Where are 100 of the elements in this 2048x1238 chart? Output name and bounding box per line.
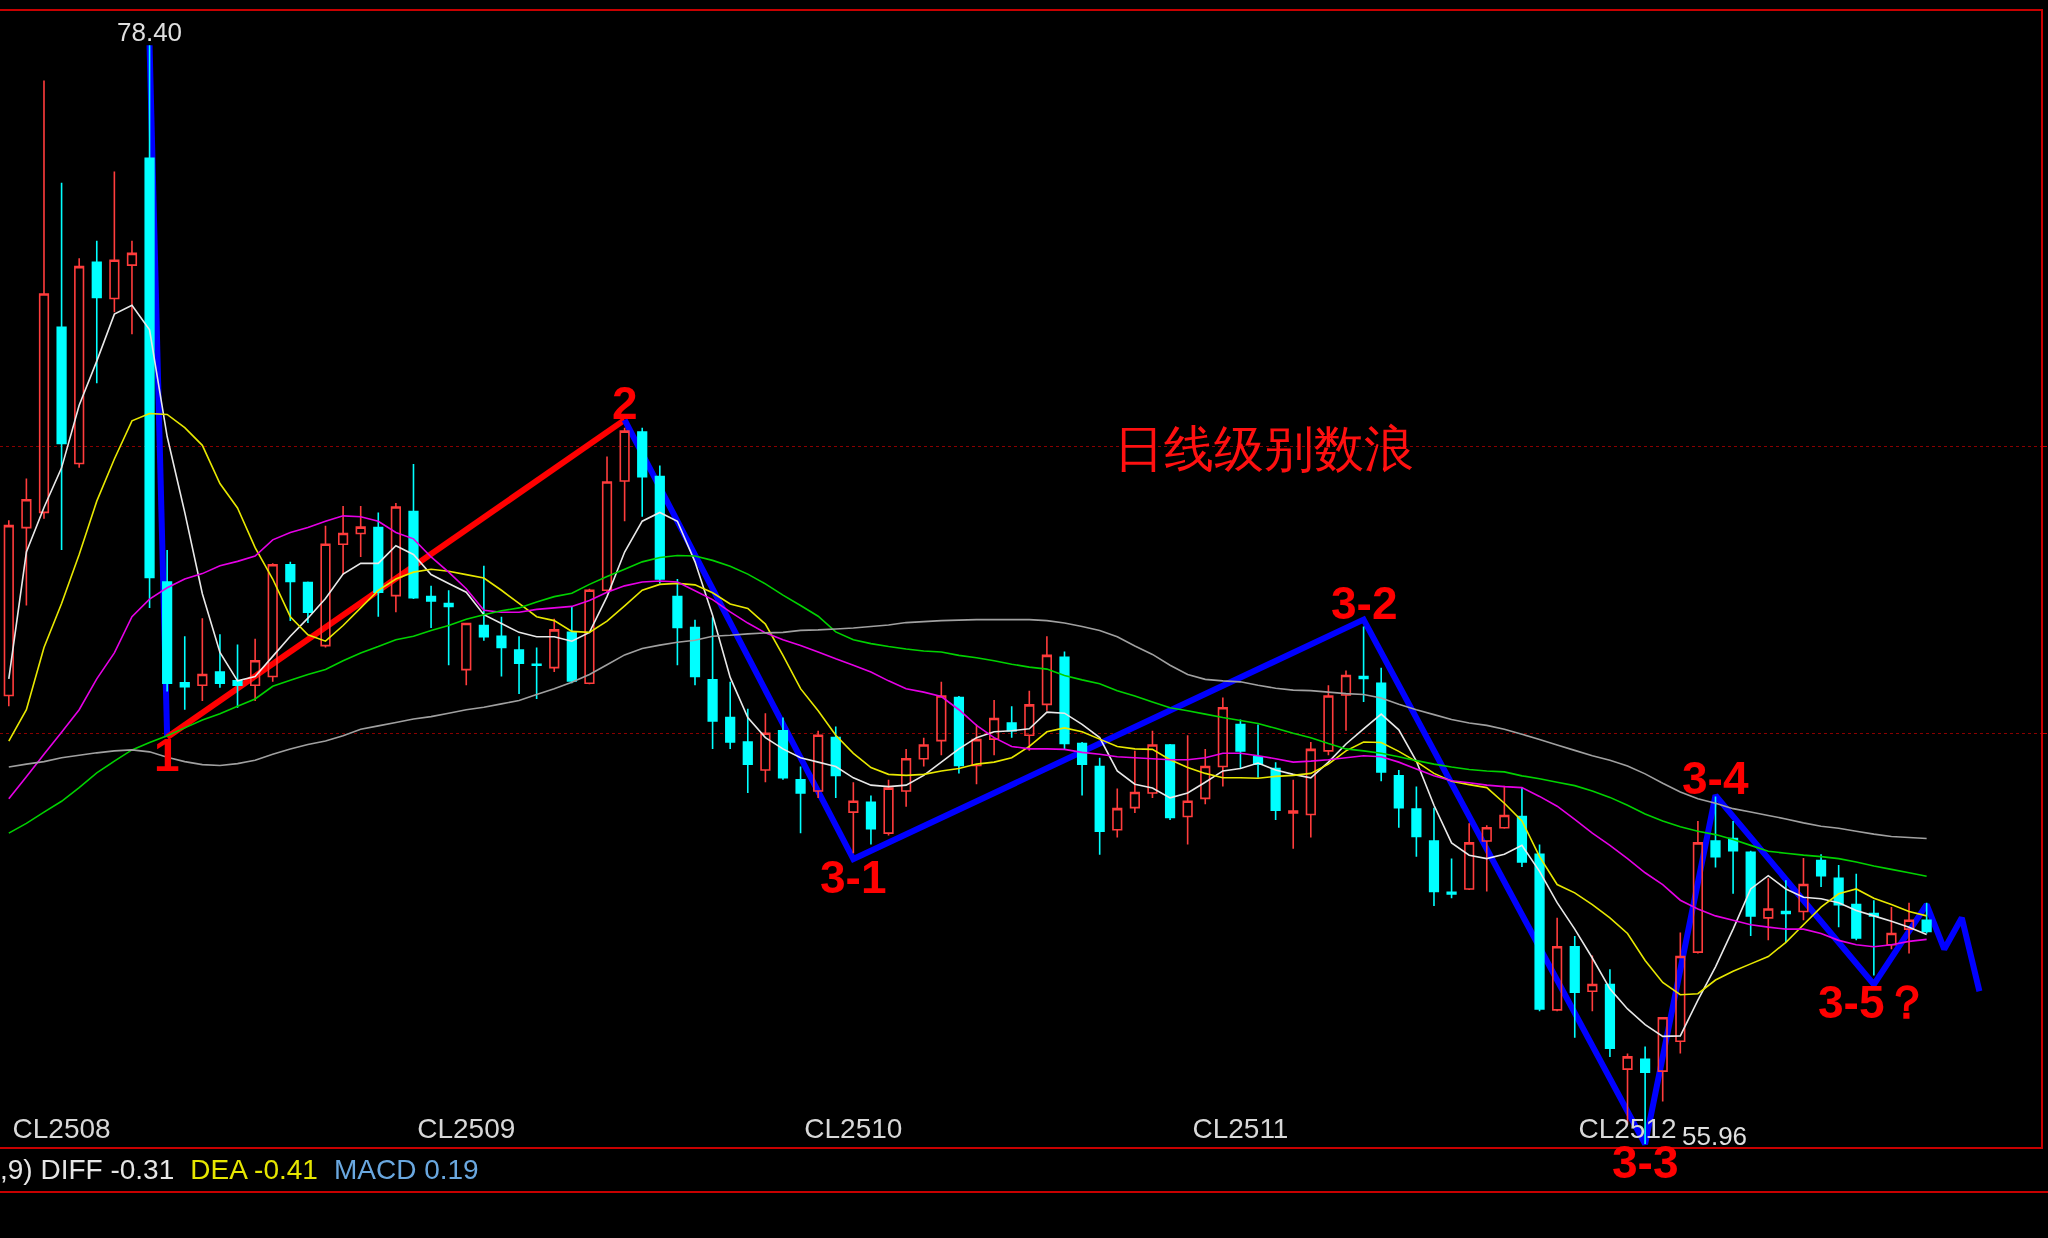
- candlestick: [1041, 635, 1052, 712]
- candlestick: [689, 618, 701, 687]
- x-tick-label: CL2510: [804, 1113, 903, 1144]
- candlestick: [1112, 787, 1123, 839]
- candlestick: [971, 723, 982, 785]
- candlestick: [1534, 843, 1545, 1013]
- candlestick: [1692, 820, 1704, 955]
- candlestick: [953, 695, 965, 775]
- candlestick: [232, 643, 243, 709]
- candlestick: [672, 578, 683, 666]
- candlestick: [777, 716, 789, 781]
- candlestick: [1252, 723, 1264, 779]
- candlestick: [1270, 761, 1281, 821]
- candlestick: [197, 617, 208, 702]
- candlestick: [1164, 743, 1176, 821]
- annotation: 3-5？: [1818, 976, 1931, 1028]
- candlestick: [408, 463, 419, 600]
- candlestick: [601, 455, 613, 594]
- candlestick: [725, 681, 736, 750]
- candlestick: [56, 182, 67, 551]
- candlestick: [443, 589, 454, 666]
- candlestick: [1499, 784, 1510, 830]
- candlestick: [1235, 718, 1246, 770]
- candlestick: [865, 794, 877, 846]
- annotation: 3-2: [1331, 577, 1398, 629]
- annotation: 3-4: [1682, 752, 1749, 804]
- annotation: 2: [612, 377, 638, 429]
- candlestick: [1886, 906, 1897, 950]
- text: 日线级别数浪: [1113, 420, 1414, 477]
- candlestick: [1182, 734, 1193, 846]
- candlestick: [531, 646, 542, 700]
- candlestick: [496, 615, 507, 678]
- candlestick: [1006, 705, 1017, 739]
- candlestick: [1851, 872, 1862, 942]
- candlestick: [320, 524, 331, 649]
- candlestick: [619, 426, 630, 523]
- x-tick-label: CL2511: [1192, 1113, 1289, 1144]
- candlestick: [549, 617, 560, 673]
- candlestick: [1552, 917, 1563, 1013]
- candlestick: [1604, 968, 1616, 1058]
- text: ,9) DIFF -0.31: [0, 1153, 175, 1187]
- candlestick: [1763, 877, 1774, 942]
- candlestick: [1217, 696, 1228, 788]
- candlestick: [1094, 756, 1105, 856]
- candlestick: [795, 765, 806, 834]
- candlestick: [1024, 689, 1035, 752]
- candlestick: [1428, 806, 1440, 907]
- candlestick: [742, 707, 753, 794]
- candlestick: [584, 587, 595, 686]
- candlestick: [1200, 748, 1211, 806]
- candlestick: [901, 748, 912, 808]
- candlestick: [760, 712, 771, 784]
- candlestick: [1446, 857, 1457, 900]
- candlestick: [830, 725, 841, 799]
- candlestick: [1710, 795, 1721, 869]
- candlestick: [654, 464, 665, 585]
- candlestick: [1305, 741, 1316, 839]
- x-tick-label: CL2509: [417, 1113, 516, 1144]
- candlestick: [74, 257, 85, 469]
- candlestick: [373, 511, 384, 618]
- candlestick: [1059, 650, 1070, 750]
- candlestick: [355, 505, 366, 558]
- candlestick: [813, 729, 824, 799]
- candlestick: [918, 736, 929, 768]
- candlestick: [1358, 625, 1369, 703]
- candlestick: [461, 622, 472, 687]
- candlestick: [390, 502, 401, 614]
- candlestick: [91, 239, 102, 384]
- candlestick: [162, 549, 173, 693]
- candlestick: [1147, 729, 1158, 799]
- candlestick: [1903, 901, 1915, 955]
- candlestick: [1587, 954, 1598, 1013]
- candlestick: [38, 79, 50, 520]
- candlestick: [1727, 820, 1739, 895]
- candlestick: [109, 170, 120, 313]
- candlestick: [285, 561, 296, 622]
- candlestick: [337, 505, 349, 576]
- candlestick: [566, 605, 577, 685]
- data-label: 78.40: [117, 17, 183, 47]
- candlestick: [214, 633, 226, 689]
- candlestick: [144, 44, 155, 609]
- candlestick: [1481, 824, 1492, 893]
- candlestick: [707, 616, 718, 750]
- candlestick: [1569, 935, 1580, 1039]
- candlestick: [267, 562, 278, 683]
- candlestick: [1340, 669, 1352, 732]
- candlestick: [1780, 879, 1791, 944]
- candlestick: [478, 564, 489, 642]
- candlestick: [179, 635, 190, 711]
- candlestick: [883, 778, 894, 837]
- candlestick: [425, 585, 437, 629]
- candlestick: [1815, 853, 1827, 888]
- candlestick: [1129, 750, 1140, 814]
- candlestick: [1921, 901, 1932, 935]
- candlestick: [1657, 1016, 1668, 1103]
- candlestick: [1393, 769, 1404, 829]
- candlestick: [250, 637, 261, 702]
- candlestick: [126, 239, 138, 335]
- candlestick: [1411, 785, 1422, 858]
- x-tick-label: CL2508: [12, 1113, 111, 1144]
